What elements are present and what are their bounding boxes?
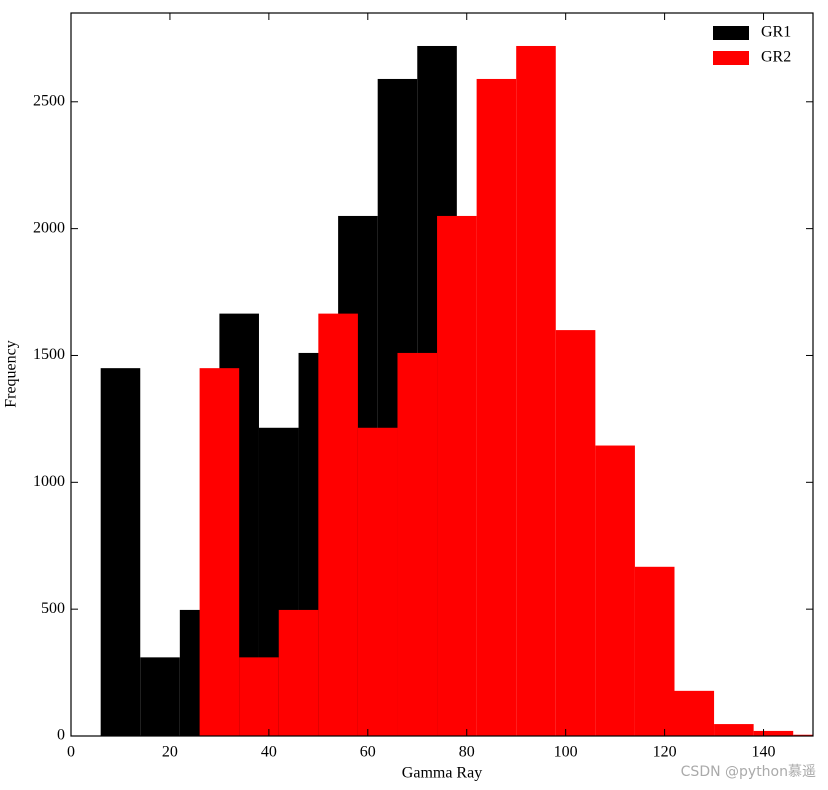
bar: [100, 368, 141, 736]
bar: [239, 657, 279, 736]
y-tick-label: 1000: [33, 473, 65, 490]
x-tick-label: 140: [752, 744, 776, 761]
x-tick-label: 120: [653, 744, 677, 761]
y-tick-label: 1500: [33, 346, 65, 363]
bar: [397, 352, 438, 736]
bar: [595, 445, 635, 736]
bar: [476, 78, 517, 736]
legend-swatch: [713, 26, 749, 40]
bar: [278, 609, 319, 736]
x-tick-label: 40: [261, 744, 277, 761]
x-tick-label: 80: [459, 744, 475, 761]
bar: [318, 313, 358, 736]
bar: [555, 330, 596, 736]
y-tick-label: 2500: [33, 92, 65, 109]
bar: [357, 427, 398, 736]
bar: [516, 45, 556, 736]
y-axis-label: Frequency: [3, 340, 20, 408]
legend-label: GR2: [761, 49, 791, 66]
bar: [753, 730, 794, 736]
x-tick-label: 20: [162, 744, 178, 761]
bar: [634, 566, 675, 736]
x-tick-label: 0: [67, 744, 75, 761]
bar: [437, 215, 477, 736]
x-tick-label: 60: [360, 744, 376, 761]
y-tick-label: 500: [41, 600, 65, 617]
x-axis-label: Gamma Ray: [402, 765, 482, 782]
x-tick-label: 100: [554, 744, 578, 761]
legend-label: GR1: [761, 24, 791, 41]
y-tick-label: 2000: [33, 219, 65, 236]
bar: [714, 724, 754, 736]
bar: [793, 734, 813, 736]
axes-frame: [70, 12, 814, 737]
bar: [199, 368, 240, 736]
bar: [674, 690, 715, 736]
bar: [140, 657, 180, 736]
watermark: CSDN @python慕遥: [681, 764, 816, 780]
y-tick-label: 0: [57, 727, 65, 744]
plot-area: [100, 45, 813, 736]
legend-swatch: [713, 51, 749, 65]
